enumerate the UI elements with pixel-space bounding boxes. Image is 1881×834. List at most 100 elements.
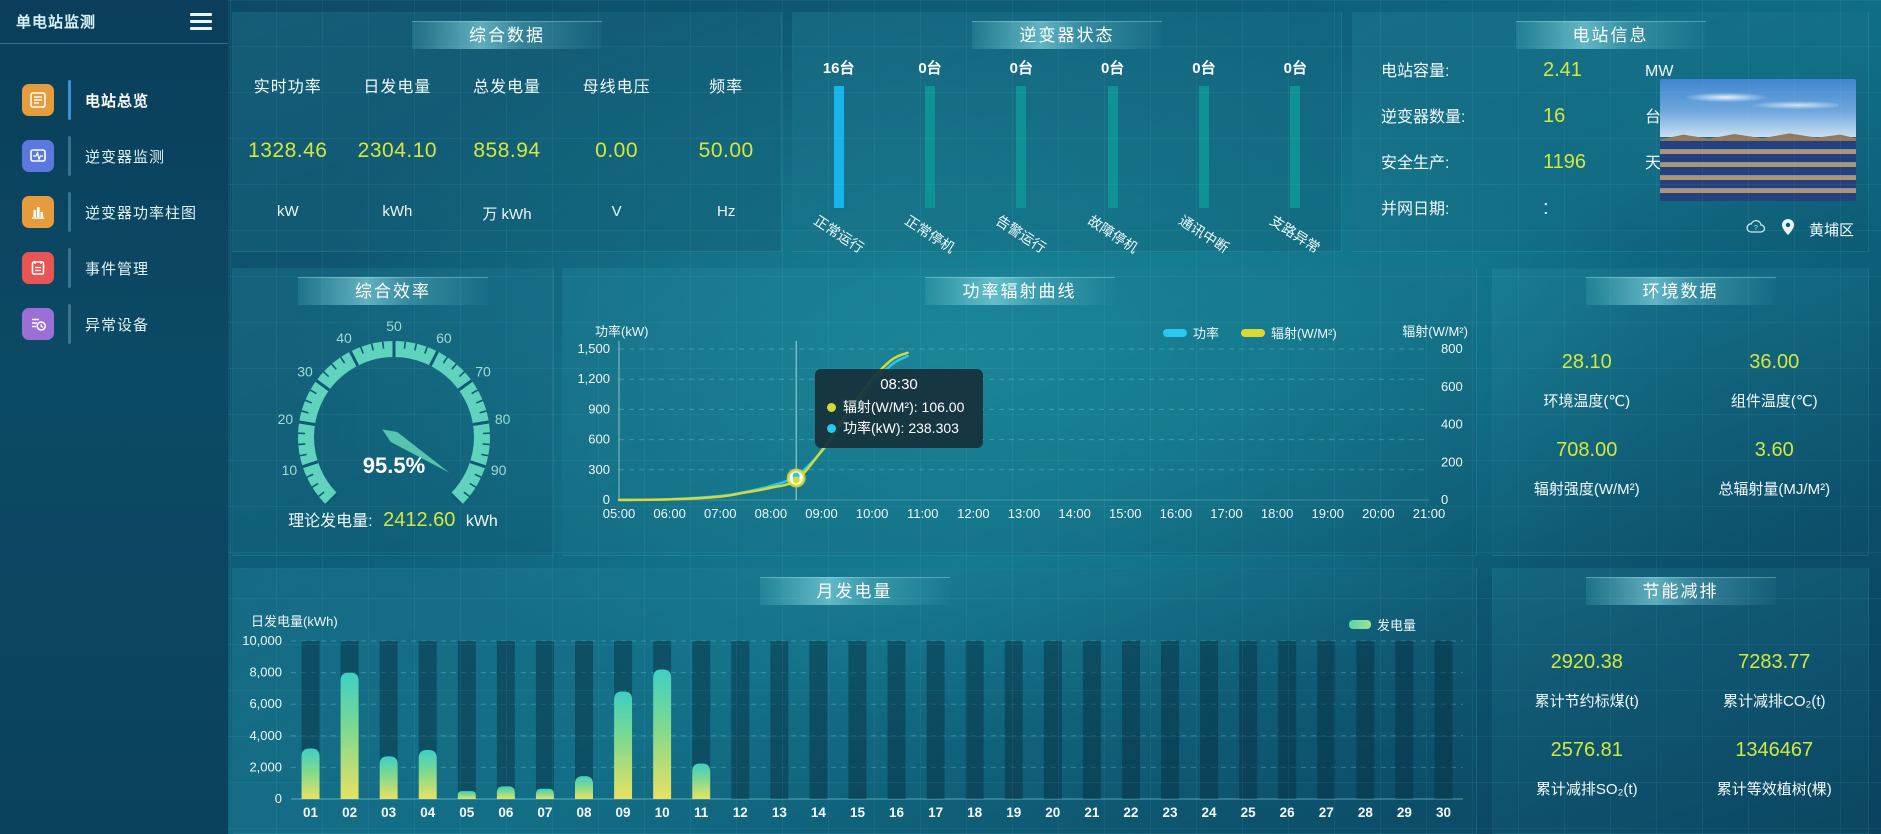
panel-title: 环境数据 [1585, 277, 1776, 305]
district-label: 黄埔区 [1808, 222, 1854, 239]
svg-text:30: 30 [1436, 805, 1451, 820]
power-dot-icon [827, 424, 836, 433]
svg-text:14: 14 [811, 805, 827, 820]
bar-legend[interactable]: 发电量 [1348, 615, 1416, 634]
sidebar-item-label: 逆变器功率柱图 [85, 204, 198, 222]
svg-text:300: 300 [588, 462, 610, 477]
station-info-rows: 电站容量: 2.41 MW 逆变器数量: 16 台 安全生产: 1196 天 并… [1381, 57, 1681, 241]
sidebar-item-label: 电站总览 [85, 92, 150, 110]
status-bar [1198, 86, 1209, 208]
inverter-count-row: 逆变器数量: 16 台 [1381, 105, 1662, 127]
svg-text:15:00: 15:00 [1109, 506, 1142, 521]
svg-text:25: 25 [1241, 805, 1257, 820]
station-capacity-row: 电站容量: 2.41 MW [1381, 59, 1674, 81]
env-total-radiation: 3.60 总辐射量(MJ/M²) [1718, 439, 1831, 498]
svg-text:2,000: 2,000 [249, 759, 282, 774]
svg-text:8,000: 8,000 [249, 665, 282, 680]
panel-environment-data: 环境数据 28.10 环境温度(℃) 36.00 组件温度(℃) 708.00 … [1492, 268, 1869, 556]
svg-text:20: 20 [278, 411, 294, 427]
svg-text:05:00: 05:00 [603, 506, 636, 521]
legend-power[interactable]: 功率 [1163, 323, 1219, 342]
saving-trees: 1346467 累计等效植树(棵) [1716, 739, 1832, 798]
station-location[interactable]: ? 黄埔区 [1745, 218, 1854, 241]
hamburger-menu-icon[interactable] [190, 13, 212, 30]
svg-text:15: 15 [850, 805, 866, 820]
saving-coal: 2920.38 累计节约标煤(t) [1534, 651, 1639, 710]
sidebar-menu: 电站总览 逆变器监测 逆变器功率柱图 事 [0, 80, 228, 344]
sidebar-item-station-overview[interactable]: 电站总览 [0, 80, 228, 120]
saving-co2: 7283.77 累计减排CO₂(t) [1723, 651, 1826, 710]
svg-text:600: 600 [1441, 379, 1463, 394]
monthly-generation-bar-chart[interactable]: 0 2,000 4,000 6,000 8,000 10,000 01 02 03 04 05 06 0… [233, 569, 1478, 834]
svg-text:0: 0 [1441, 492, 1448, 507]
svg-text:02: 02 [342, 805, 357, 820]
weather-cloud-icon: ? [1745, 219, 1767, 240]
svg-text:50: 50 [386, 318, 402, 334]
svg-text:20: 20 [1045, 805, 1060, 820]
grid-connection-date-row: 并网日期: : [1381, 197, 1549, 219]
power-radiation-line-chart[interactable]: 0 300 600 900 1,200 1,500 0 200 400 600 800 05:00 06… [563, 269, 1478, 557]
tooltip-time: 08:30 [880, 376, 918, 393]
panel-title: 综合效率 [298, 277, 488, 305]
metric-total-generation: 总发电量 858.94 万 kWh [472, 79, 541, 223]
svg-text:01: 01 [303, 805, 319, 820]
status-normal-stop: 0台 正常停机 [902, 60, 958, 256]
svg-text:30: 30 [297, 363, 313, 379]
panel-summary-data: 综合数据 实时功率 1328.46 kW 日发电量 2304.10 kWh 总发… [232, 12, 782, 252]
svg-text:16: 16 [889, 805, 905, 820]
svg-text:?: ? [1754, 225, 1758, 232]
svg-text:05: 05 [459, 805, 475, 820]
saving-grid: 2920.38 累计节约标煤(t) 7283.77 累计减排CO₂(t) 257… [1493, 629, 1868, 805]
svg-text:19:00: 19:00 [1311, 506, 1344, 521]
svg-text:13:00: 13:00 [1008, 506, 1041, 521]
panel-power-radiation-curve: 功率辐射曲线 功率(kW) 辐射(W/M²) 功率 辐射(W/M²) 0 300 6… [562, 268, 1477, 556]
metric-frequency: 频率 50.00 Hz [698, 79, 754, 220]
svg-text:06: 06 [498, 805, 514, 820]
tooltip-radiation-row: 辐射(W/M²): 106.00 [827, 397, 971, 418]
status-bar [1016, 86, 1027, 208]
tooltip-power-row: 功率(kW): 238.303 [827, 418, 971, 439]
panel-station-info: 电站信息 电站容量: 2.41 MW 逆变器数量: 16 台 安全生产: 119… [1352, 12, 1869, 252]
legend-radiation[interactable]: 辐射(W/M²) [1241, 323, 1337, 342]
svg-text:04: 04 [420, 805, 436, 820]
sidebar-item-inverter-power-bars[interactable]: 逆变器功率柱图 [0, 192, 228, 232]
panel-title: 月发电量 [759, 577, 950, 605]
abnormal-device-icon [22, 308, 54, 340]
svg-text:10:00: 10:00 [856, 506, 889, 521]
item-divider [68, 304, 71, 344]
panel-title: 功率辐射曲线 [924, 277, 1115, 305]
svg-text:27: 27 [1319, 805, 1334, 820]
svg-text:4,000: 4,000 [249, 728, 282, 743]
metric-daily-generation: 日发电量 2304.10 kWh [357, 79, 438, 220]
status-fault-stop: 0台 故障停机 [1084, 60, 1141, 256]
svg-text:19: 19 [1006, 805, 1021, 820]
svg-text:6,000: 6,000 [249, 696, 282, 711]
sidebar-item-inverter-monitor[interactable]: 逆变器监测 [0, 136, 228, 176]
svg-text:60: 60 [436, 330, 452, 346]
app-title: 单电站监测 [16, 14, 97, 31]
status-bar [924, 86, 935, 208]
right-axis-title: 辐射(W/M²) [1402, 324, 1468, 339]
svg-text:17: 17 [928, 805, 943, 820]
sidebar-item-abnormal-device[interactable]: 异常设备 [0, 304, 228, 344]
env-radiation-intensity: 708.00 辐射强度(W/M²) [1533, 439, 1640, 498]
efficiency-gauge-chart[interactable]: 010203040506070809010095.5% [233, 309, 555, 522]
svg-text:1,500: 1,500 [577, 341, 610, 356]
sidebar-item-label: 逆变器监测 [85, 148, 166, 166]
left-axis-title: 功率(kW) [595, 324, 649, 339]
svg-text:08: 08 [576, 805, 592, 820]
svg-text:0: 0 [275, 791, 282, 806]
sidebar-item-event-management[interactable]: 事件管理 [0, 248, 228, 288]
station-photo [1660, 79, 1856, 201]
svg-text:10: 10 [655, 805, 670, 820]
svg-text:80: 80 [495, 411, 511, 427]
svg-text:13: 13 [772, 805, 788, 820]
status-bar [1107, 86, 1118, 208]
svg-text:28: 28 [1358, 805, 1374, 820]
svg-text:18:00: 18:00 [1261, 506, 1294, 521]
status-comm-lost: 0台 通讯中断 [1176, 60, 1232, 256]
status-bar [833, 86, 844, 208]
svg-text:24: 24 [1202, 805, 1218, 820]
panel-monthly-generation: 月发电量 日发电量(kWh) 发电量 0 2,000 4,000 6,000 8,000… [232, 568, 1477, 834]
inverter-monitor-icon [22, 140, 54, 172]
